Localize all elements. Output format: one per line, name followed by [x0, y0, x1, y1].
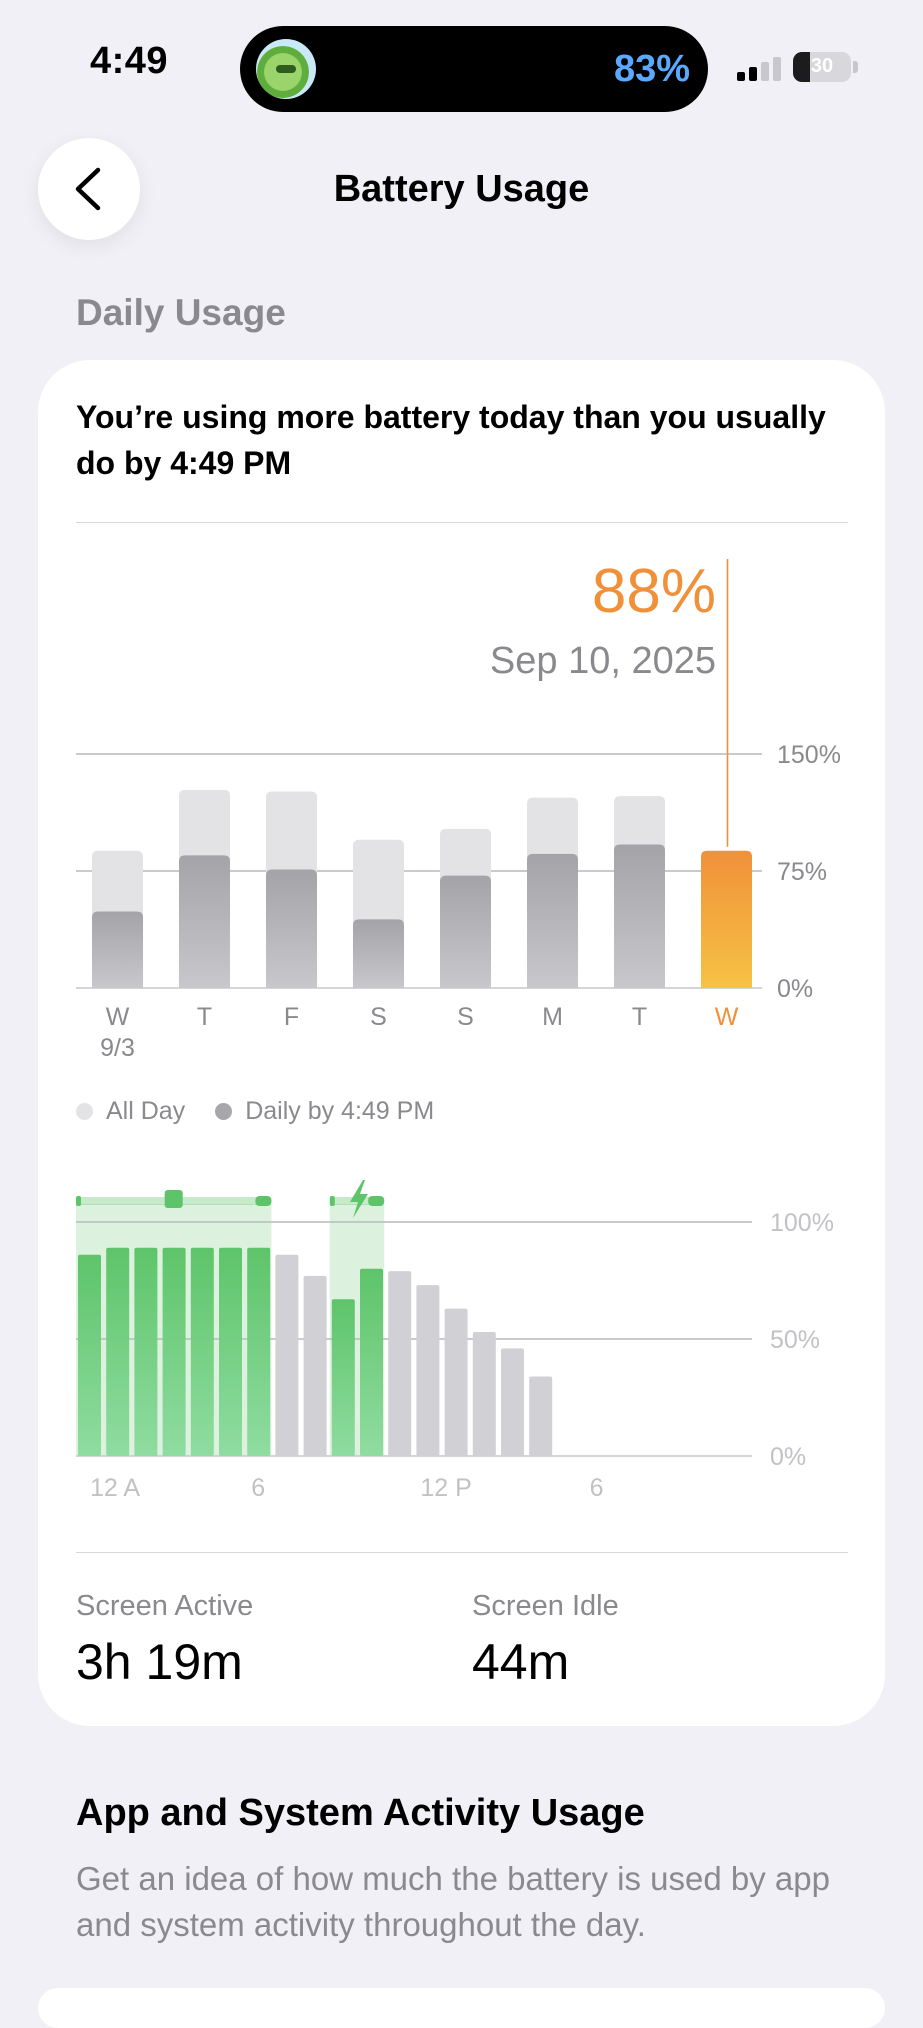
y-tick-label: 0%: [770, 1443, 806, 1471]
app-activity-card: [38, 1988, 885, 2028]
battery-level-bar: [219, 1247, 242, 1456]
cellular-signal-icon: [737, 57, 785, 81]
battery-level-chart[interactable]: 0% 50% 100% 12 A 6 12 P 6: [0, 1160, 923, 1510]
screen-idle-value: 44m: [472, 1634, 570, 1690]
screen-active-label: Screen Active: [76, 1590, 254, 1622]
battery-level-bar: [388, 1271, 412, 1456]
battery-level-bar: [247, 1247, 271, 1456]
battery-icon: 30: [793, 52, 851, 82]
bar-daily-by-time: [527, 853, 578, 988]
x-tick-label: 12 P: [420, 1474, 471, 1502]
signal-bar-1: [737, 72, 745, 81]
x-tick-label: 12 A: [90, 1474, 140, 1502]
battery-level-bar: [501, 1348, 524, 1456]
y-tick-label: 50%: [770, 1326, 820, 1354]
x-tick-label: W: [106, 1003, 130, 1031]
charging-period-end-marker: [255, 1196, 272, 1206]
battery-level-bar: [275, 1254, 299, 1456]
legend-item-all-day: All Day: [76, 1097, 185, 1126]
chart-legend: All Day Daily by 4:49 PM: [76, 1097, 464, 1126]
battery-level-bar: [444, 1308, 468, 1456]
y-tick-label: 150%: [777, 741, 841, 769]
screen-idle-label: Screen Idle: [472, 1590, 619, 1622]
battery-level-bar: [331, 1299, 355, 1456]
bar-daily-by-time: [614, 844, 665, 988]
x-tick-label: T: [632, 1003, 647, 1031]
signal-bar-3: [761, 62, 769, 81]
x-tick-label: W: [715, 1003, 739, 1031]
y-tick-label: 100%: [770, 1209, 834, 1237]
x-tick-sublabel: 9/3: [100, 1034, 135, 1062]
legend-label-all-day: All Day: [106, 1097, 186, 1125]
battery-level-bar: [360, 1268, 383, 1456]
x-tick-label: F: [284, 1003, 299, 1031]
bar-selected-day: [701, 850, 752, 988]
daily-usage-chart[interactable]: 0% 75% 150% W 9/3 T F S S M T W: [0, 550, 923, 1070]
signal-bar-2: [749, 67, 757, 81]
battery-level-bar: [162, 1247, 186, 1456]
x-tick-label: M: [542, 1003, 563, 1031]
battery-level-bar: [78, 1254, 101, 1456]
battery-level: 30: [810, 55, 834, 77]
battery-tip: [853, 61, 858, 73]
battery-level-bar: [472, 1331, 496, 1456]
island-battery-percent: 83%: [613, 48, 690, 90]
charging-period-start-marker: [329, 1196, 335, 1206]
avatar-face: [276, 65, 296, 73]
dynamic-island[interactable]: 83%: [240, 26, 708, 112]
battery-level-bar: [106, 1247, 130, 1456]
charging-period-end-marker: [368, 1196, 385, 1206]
x-tick-label: 6: [590, 1474, 604, 1502]
charging-bolt-icon: [350, 1180, 368, 1218]
x-tick-label: 6: [251, 1474, 265, 1502]
usage-headline: You’re using more battery today than you…: [76, 399, 826, 481]
back-button[interactable]: [38, 138, 140, 240]
app-activity-description: Get an idea of how much the battery is u…: [76, 1860, 830, 1943]
battery-level-bar: [190, 1247, 214, 1456]
battery-level-bar: [529, 1376, 553, 1456]
live-activity-avatar-icon: [256, 39, 316, 99]
battery-level-bar: [303, 1275, 327, 1456]
y-tick-label: 0%: [777, 975, 813, 1003]
bar-daily-by-time: [179, 855, 230, 988]
divider: [76, 522, 848, 523]
charging-period-start-marker: [76, 1196, 81, 1206]
legend-item-by-time: Daily by 4:49 PM: [215, 1097, 434, 1126]
bar-daily-by-time: [440, 875, 491, 988]
app-activity-title: App and System Activity Usage: [76, 1792, 645, 1834]
page-title: Battery Usage: [333, 168, 590, 210]
chevron-left-icon: [75, 167, 101, 211]
battery-level-bar: [416, 1285, 440, 1456]
selected-day-date: Sep 10, 2025: [489, 640, 716, 682]
battery-level-bar: [134, 1247, 158, 1456]
daily-usage-card: [38, 360, 885, 1726]
legend-dot-by-time: [215, 1103, 233, 1120]
legend-dot-all-day: [76, 1103, 93, 1120]
divider: [76, 1552, 848, 1553]
selected-day-value: 88%: [591, 557, 716, 626]
x-tick-label: S: [457, 1003, 474, 1031]
bar-daily-by-time: [353, 919, 404, 988]
battery-fill: [793, 52, 811, 82]
y-tick-label: 75%: [777, 858, 827, 886]
section-header-daily-usage: Daily Usage: [76, 292, 286, 333]
screen-active-value: 3h 19m: [76, 1634, 243, 1690]
status-time: 4:49: [90, 40, 169, 82]
x-tick-label: S: [370, 1003, 387, 1031]
charging-marker-icon: [164, 1190, 183, 1208]
bar-daily-by-time: [266, 869, 317, 988]
signal-bar-4: [773, 57, 781, 81]
x-tick-label: T: [197, 1003, 212, 1031]
bar-daily-by-time: [92, 911, 143, 988]
legend-label-by-time: Daily by 4:49 PM: [245, 1097, 435, 1125]
